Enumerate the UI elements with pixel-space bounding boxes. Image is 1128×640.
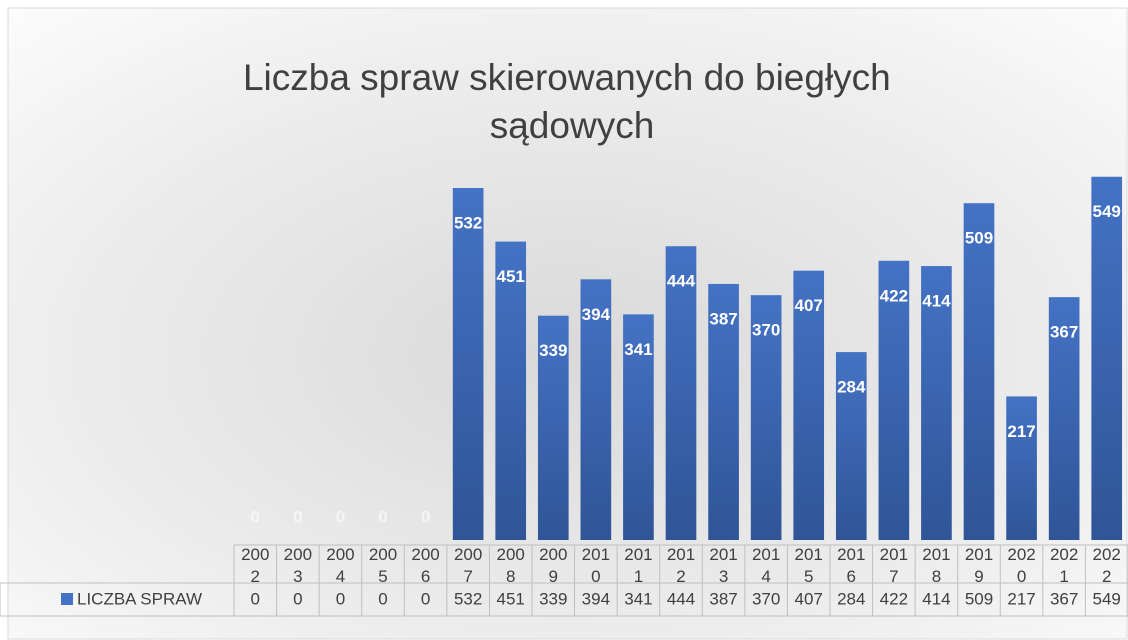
data-label: 0 [421, 507, 430, 526]
table-value: 0 [336, 589, 345, 608]
data-label: 451 [497, 267, 525, 286]
data-label: 0 [293, 507, 302, 526]
x-tick-label: 201 7 [880, 545, 908, 586]
data-label: 444 [667, 272, 696, 291]
x-tick-label: 200 3 [284, 545, 312, 586]
x-tick-label: 200 4 [326, 545, 354, 586]
data-label: 532 [454, 213, 482, 232]
table-value: 509 [965, 589, 993, 608]
bar [835, 352, 867, 540]
data-label: 422 [880, 286, 908, 305]
table-value: 284 [837, 589, 865, 608]
table-value: 394 [582, 589, 610, 608]
data-label: 394 [582, 305, 611, 324]
bar [750, 295, 782, 540]
x-tick-label: 200 2 [241, 545, 269, 586]
bar [1091, 176, 1123, 540]
bar [1048, 297, 1080, 540]
x-tick-label: 201 8 [922, 545, 950, 586]
bar [537, 315, 569, 540]
bar [580, 279, 612, 540]
table-value: 422 [880, 589, 908, 608]
table-value: 217 [1007, 589, 1035, 608]
data-label: 549 [1093, 202, 1121, 221]
x-tick-label: 202 2 [1093, 545, 1121, 586]
data-label: 339 [539, 341, 567, 360]
table-value: 407 [795, 589, 823, 608]
x-tick-label: 201 9 [965, 545, 993, 586]
x-tick-label: 201 6 [837, 545, 865, 586]
data-label: 217 [1007, 422, 1035, 441]
data-label: 407 [795, 296, 823, 315]
data-label: 367 [1050, 323, 1078, 342]
table-value: 339 [539, 589, 567, 608]
bar [878, 260, 910, 540]
legend-swatch [61, 593, 73, 605]
data-label: 284 [837, 378, 866, 397]
table-value: 444 [667, 589, 695, 608]
data-label: 341 [624, 340, 652, 359]
table-value: 0 [421, 589, 430, 608]
chart-title: Liczba spraw skierowanych do biegłych są… [243, 57, 901, 146]
table-value: 370 [752, 589, 780, 608]
bar [665, 246, 697, 540]
bar [1006, 396, 1037, 540]
x-tick-label: 201 5 [795, 545, 823, 586]
data-label: 0 [336, 507, 345, 526]
table-value: 451 [497, 589, 525, 608]
x-tick-label: 201 2 [667, 545, 695, 586]
bar [708, 283, 739, 540]
table-value: 0 [378, 589, 387, 608]
table-value: 549 [1093, 589, 1121, 608]
data-label: 0 [251, 507, 260, 526]
table-value: 414 [922, 589, 950, 608]
table-value: 387 [709, 589, 737, 608]
table-value: 367 [1050, 589, 1078, 608]
legend-label: LICZBA SPRAW [77, 589, 202, 608]
bar [963, 203, 995, 540]
bar [495, 241, 527, 541]
data-label: 370 [752, 321, 780, 340]
bar [921, 266, 952, 540]
bar [452, 187, 484, 540]
data-label: 509 [965, 229, 993, 248]
x-tick-label: 201 3 [709, 545, 737, 586]
x-tick-label: 201 4 [752, 545, 780, 586]
x-tick-label: 200 6 [411, 545, 439, 586]
x-tick-label: 200 5 [369, 545, 397, 586]
x-tick-label: 201 0 [582, 545, 610, 586]
table-value: 532 [454, 589, 482, 608]
table-value: 0 [251, 589, 260, 608]
bar [793, 270, 825, 540]
bar [623, 314, 654, 540]
data-label: 0 [378, 507, 387, 526]
x-tick-label: 200 8 [497, 545, 525, 586]
x-tick-label: 200 7 [454, 545, 482, 586]
x-tick-label: 202 1 [1050, 545, 1078, 586]
x-tick-label: 201 1 [624, 545, 652, 586]
x-tick-label: 202 0 [1007, 545, 1035, 586]
x-tick-label: 200 9 [539, 545, 567, 586]
data-label: 387 [709, 309, 737, 328]
table-value: 341 [624, 589, 652, 608]
data-label: 414 [922, 292, 951, 311]
table-value: 0 [293, 589, 302, 608]
